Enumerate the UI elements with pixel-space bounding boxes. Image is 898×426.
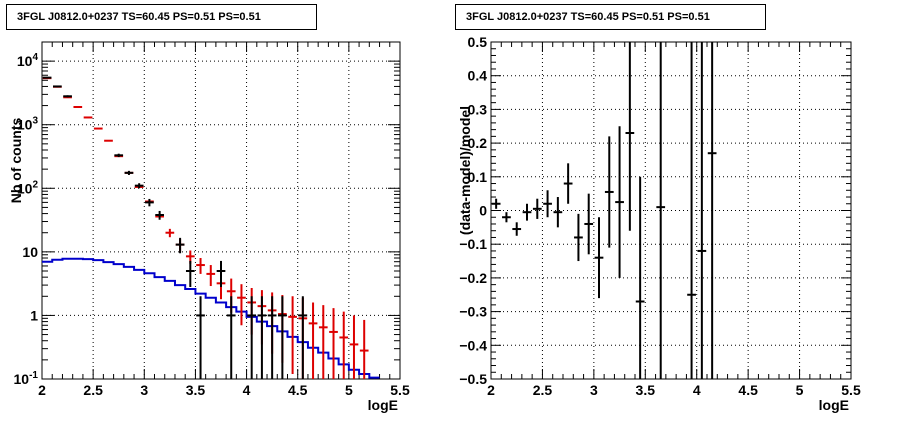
- model-point: [359, 319, 369, 379]
- data-point: [114, 153, 124, 158]
- residual-point: [502, 212, 511, 223]
- x-axis-label: logE: [819, 397, 849, 413]
- residual-point: [584, 193, 594, 255]
- x-tick-label: 3: [590, 382, 598, 398]
- data-point: [124, 170, 134, 175]
- model-point: [329, 308, 338, 379]
- data-point: [185, 260, 195, 288]
- data-point: [196, 296, 205, 379]
- y-tick-label: −0.1: [459, 236, 487, 252]
- y-tick-label: 104: [17, 52, 39, 69]
- x-tick-label: 4: [693, 382, 701, 398]
- data-point: [42, 76, 52, 79]
- residual-point: [656, 42, 666, 379]
- residual-point: [707, 42, 717, 379]
- background-model-histogram: [42, 257, 380, 379]
- residual-point: [512, 222, 522, 236]
- residual-point: [574, 213, 583, 262]
- x-tick-label: 5.5: [841, 382, 861, 398]
- data-point: [175, 237, 185, 254]
- x-tick-label: 2: [38, 382, 46, 398]
- y-tick-label: 0.5: [468, 34, 488, 50]
- y-tick-label: 10-1: [14, 370, 39, 387]
- x-tick-label: 4: [243, 382, 251, 398]
- y-tick-label: 10: [22, 244, 38, 260]
- residual-point: [594, 217, 604, 299]
- y-tick-label: 0: [479, 203, 487, 219]
- residual-point: [563, 163, 573, 204]
- y-tick-label: −0.2: [459, 270, 487, 286]
- model-point: [318, 305, 328, 379]
- data-point: [155, 210, 164, 220]
- y-tick-label: 103: [17, 116, 39, 133]
- model-point: [288, 296, 297, 374]
- residual-point: [522, 203, 532, 221]
- y-tick-label: −0.3: [459, 304, 487, 320]
- y-tick-label: 102: [17, 179, 39, 196]
- y-tick-label: −0.4: [459, 337, 487, 353]
- data-point: [298, 296, 308, 379]
- y-tick-label: 1: [30, 307, 38, 323]
- right-chart-title: 3FGL J0812.0+0237 TS=60.45 PS=0.51 PS=0.…: [455, 4, 766, 30]
- residual-point: [553, 197, 563, 228]
- y-tick-label: 0.4: [468, 68, 488, 84]
- model-point: [237, 284, 246, 326]
- y-tick-label: 0.3: [468, 101, 488, 117]
- data-point: [63, 95, 72, 98]
- x-tick-label: 2.5: [533, 382, 553, 398]
- residual-point: [491, 198, 501, 209]
- x-tick-label: 3.5: [636, 382, 656, 398]
- data-point: [134, 183, 144, 189]
- model-point: [349, 315, 359, 379]
- x-tick-label: 3.5: [186, 382, 206, 398]
- residual-point: [697, 42, 707, 379]
- x-tick-label: 2: [487, 382, 495, 398]
- x-tick-label: 5.5: [390, 382, 410, 398]
- residual-point: [687, 42, 696, 379]
- x-axis-label: logE: [368, 397, 398, 413]
- data-point: [145, 198, 154, 207]
- model-point: [339, 311, 349, 379]
- data-point: [278, 296, 287, 379]
- residual-point: [635, 176, 645, 379]
- x-tick-label: 5: [345, 382, 353, 398]
- data-point: [247, 296, 257, 379]
- left-chart-title: 3FGL J0812.0+0237 TS=60.45 PS=0.51 PS=0.…: [6, 4, 317, 30]
- y-axis-label: Nb of counts: [8, 118, 24, 204]
- x-tick-label: 4.5: [288, 382, 308, 398]
- plot-frame: [41, 41, 401, 380]
- data-point: [226, 296, 236, 379]
- model-point: [196, 258, 205, 274]
- model-point: [165, 228, 175, 238]
- y-tick-label: 0.1: [468, 169, 488, 185]
- y-tick-label: 0.2: [468, 135, 488, 151]
- x-tick-label: 3: [140, 382, 148, 398]
- residual-point: [625, 42, 635, 231]
- residual-point: [543, 190, 552, 218]
- data-point: [52, 85, 62, 88]
- y-axis-label: (data-model)/model: [457, 106, 473, 235]
- data-point: [216, 260, 226, 288]
- data-point: [257, 296, 267, 379]
- residual-point: [604, 136, 614, 248]
- residual-point: [532, 198, 542, 219]
- x-tick-label: 5: [796, 382, 804, 398]
- x-tick-label: 4.5: [738, 382, 758, 398]
- residual-point: [615, 126, 624, 278]
- model-point: [206, 265, 216, 287]
- model-point: [308, 302, 318, 379]
- x-tick-label: 2.5: [83, 382, 103, 398]
- data-point: [267, 296, 277, 379]
- y-tick-label: −0.5: [459, 371, 487, 387]
